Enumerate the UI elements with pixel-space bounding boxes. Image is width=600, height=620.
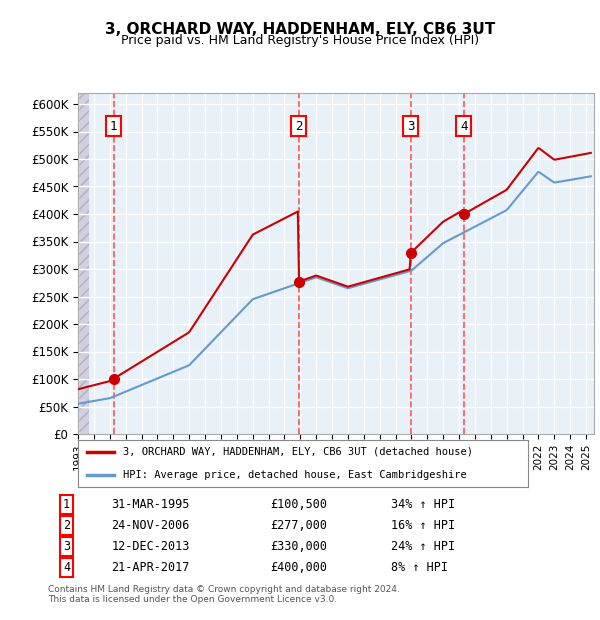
Text: 3: 3 <box>63 540 70 553</box>
Text: 2: 2 <box>295 120 302 133</box>
Text: £400,000: £400,000 <box>270 561 327 574</box>
Text: 1: 1 <box>110 120 118 133</box>
Text: £277,000: £277,000 <box>270 519 327 532</box>
Text: Contains HM Land Registry data © Crown copyright and database right 2024.
This d: Contains HM Land Registry data © Crown c… <box>48 585 400 604</box>
Text: £330,000: £330,000 <box>270 540 327 553</box>
Text: 31-MAR-1995: 31-MAR-1995 <box>112 498 190 511</box>
Text: 4: 4 <box>63 561 70 574</box>
Text: HPI: Average price, detached house, East Cambridgeshire: HPI: Average price, detached house, East… <box>123 470 467 480</box>
Text: 3, ORCHARD WAY, HADDENHAM, ELY, CB6 3UT: 3, ORCHARD WAY, HADDENHAM, ELY, CB6 3UT <box>105 22 495 37</box>
Text: 12-DEC-2013: 12-DEC-2013 <box>112 540 190 553</box>
Text: 24% ↑ HPI: 24% ↑ HPI <box>391 540 455 553</box>
Bar <box>78 93 89 434</box>
Text: 8% ↑ HPI: 8% ↑ HPI <box>391 561 448 574</box>
Text: £100,500: £100,500 <box>270 498 327 511</box>
Text: 21-APR-2017: 21-APR-2017 <box>112 561 190 574</box>
Text: 3: 3 <box>407 120 415 133</box>
Text: 16% ↑ HPI: 16% ↑ HPI <box>391 519 455 532</box>
Text: 2: 2 <box>63 519 70 532</box>
Text: 1: 1 <box>63 498 70 511</box>
Text: Price paid vs. HM Land Registry's House Price Index (HPI): Price paid vs. HM Land Registry's House … <box>121 34 479 47</box>
Text: 3, ORCHARD WAY, HADDENHAM, ELY, CB6 3UT (detached house): 3, ORCHARD WAY, HADDENHAM, ELY, CB6 3UT … <box>123 447 473 457</box>
Text: 24-NOV-2006: 24-NOV-2006 <box>112 519 190 532</box>
Text: 4: 4 <box>460 120 468 133</box>
Text: 34% ↑ HPI: 34% ↑ HPI <box>391 498 455 511</box>
